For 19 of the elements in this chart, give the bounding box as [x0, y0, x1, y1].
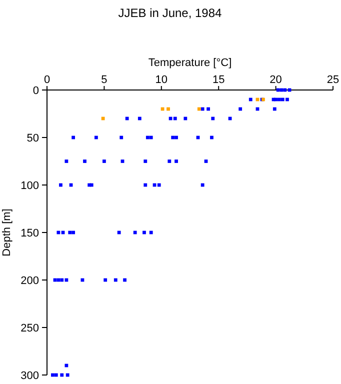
point — [166, 107, 170, 111]
y-tick-label: 100 — [20, 180, 39, 192]
x-tick-label: 5 — [101, 74, 108, 86]
y-tick-label: 250 — [20, 322, 39, 334]
y-tick-label: 50 — [26, 132, 39, 144]
x-tick-label: 0 — [44, 74, 50, 86]
point — [101, 116, 105, 120]
y-tick-label: 300 — [20, 370, 39, 382]
point — [197, 107, 201, 111]
x-tick-label: 20 — [270, 74, 282, 86]
x-axis-title: Temperature [°C] — [148, 57, 232, 69]
y-axis-title: Depth [m] — [1, 208, 13, 256]
y-tick-label: 200 — [20, 274, 39, 287]
x-tick-label: 10 — [155, 74, 168, 86]
x-tick-label: 25 — [326, 74, 340, 86]
chart-title: JJEB in June, 1984 — [118, 6, 222, 20]
y-tick-label: 0 — [32, 84, 39, 97]
x-tick-label: 15 — [212, 74, 225, 86]
y-tick-label: 150 — [20, 227, 39, 240]
